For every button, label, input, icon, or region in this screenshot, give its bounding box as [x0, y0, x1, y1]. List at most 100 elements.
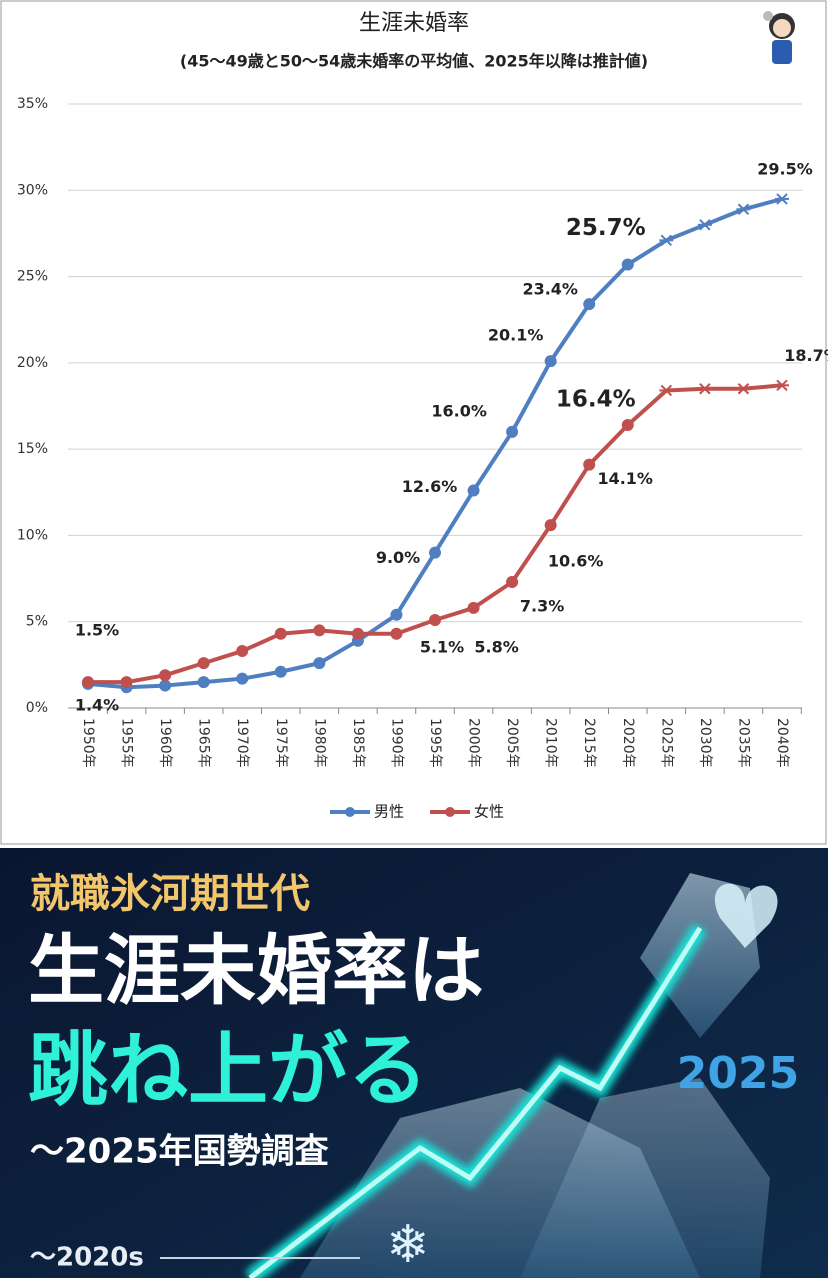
marker-stroke	[776, 193, 788, 205]
banner-era: ～2020s	[30, 1243, 144, 1273]
marker	[159, 679, 172, 692]
legend-marker	[445, 807, 455, 817]
y-tick-label: 25%	[17, 269, 48, 285]
data-label: 10.6%	[548, 552, 604, 571]
marker	[390, 627, 403, 640]
banner-headline: 生涯未婚率は	[28, 926, 484, 1015]
data-label: 18.7%	[784, 346, 828, 365]
marker	[120, 676, 133, 689]
x-tick-label: 1990年	[388, 718, 404, 768]
marker	[82, 676, 94, 689]
x-tick-label: 1970年	[234, 718, 250, 768]
x-tick-label: 2030年	[697, 718, 713, 768]
marker	[736, 203, 751, 215]
marker-stroke	[737, 203, 750, 215]
marker	[351, 627, 364, 640]
x-tick-label: 1995年	[427, 718, 443, 768]
y-tick-label: 30%	[17, 182, 48, 198]
marker	[506, 425, 519, 438]
marker	[775, 193, 789, 205]
y-tick-label: 35%	[17, 96, 48, 112]
banner-kicker: 就職氷河期世代	[30, 871, 310, 917]
marker	[621, 418, 634, 431]
marker-stroke	[699, 383, 711, 395]
marker	[506, 576, 519, 589]
marker	[197, 676, 210, 689]
banner: 就職氷河期世代 生涯未婚率は 跳ね上がる ～2025年国勢調査 2025 ～20…	[0, 848, 828, 1278]
x-tick-label: 1960年	[157, 718, 173, 768]
data-label: 1.4%	[75, 695, 119, 714]
marker-stroke	[660, 234, 673, 247]
marker	[390, 608, 403, 621]
data-label: 5.8%	[474, 637, 518, 656]
chart-subtitle: (45～49歳と50～54歳未婚率の平均値、2025年以降は推計値)	[180, 52, 648, 71]
x-tick-label: 1975年	[273, 718, 289, 768]
data-label: 9.0%	[376, 548, 420, 567]
data-label: 12.6%	[402, 477, 458, 496]
legend-label: 女性	[474, 803, 504, 821]
marker	[236, 645, 249, 658]
marker	[583, 298, 596, 311]
marker	[659, 234, 674, 247]
y-tick-label: 0%	[26, 700, 48, 716]
marker	[429, 546, 441, 559]
data-label: 20.1%	[488, 326, 544, 345]
marker	[274, 665, 287, 678]
marker	[775, 379, 789, 391]
mascot	[763, 11, 795, 64]
snowflake: ❄	[386, 1215, 430, 1275]
marker	[313, 657, 326, 670]
banner-sub: ～2025年国勢調査	[30, 1132, 329, 1172]
x-tick-label: 2020年	[620, 718, 636, 768]
data-label: 16.4%	[556, 386, 636, 412]
marker	[236, 672, 249, 685]
x-tick-label: 1985年	[350, 718, 366, 768]
y-tick-label: 15%	[17, 441, 48, 457]
data-label: 5.1%	[420, 637, 464, 656]
x-tick-label: 1955年	[119, 718, 135, 768]
marker	[544, 355, 557, 368]
marker-stroke	[737, 383, 750, 395]
marker	[583, 458, 596, 471]
marker	[621, 258, 634, 271]
x-tick-label: 2040年	[774, 718, 790, 768]
chart-title: 生涯未婚率	[359, 11, 469, 36]
data-label: 23.4%	[522, 280, 578, 299]
rising-arrow	[245, 883, 778, 1278]
marker	[697, 383, 712, 395]
marker	[429, 613, 441, 626]
chart: 生涯未婚率 (45～49歳と50～54歳未婚率の平均値、2025年以降は推計値)…	[0, 0, 828, 845]
x-tick-label: 2010年	[543, 718, 559, 768]
marker	[197, 657, 210, 670]
x-tick-label: 2015年	[581, 718, 597, 768]
data-label: 1.5%	[75, 621, 119, 640]
marker	[313, 624, 326, 637]
x-tick-label: 1950年	[80, 718, 96, 768]
marker-stroke	[660, 384, 673, 397]
chart-frame	[0, 0, 827, 845]
y-tick-label: 20%	[17, 355, 48, 371]
x-tick-label: 2000年	[466, 718, 482, 768]
banner-year: 2025	[677, 1048, 799, 1099]
marker	[544, 519, 557, 532]
marker-stroke	[776, 379, 788, 391]
marker	[736, 383, 751, 395]
marker	[467, 484, 480, 497]
ice-blocks	[300, 873, 770, 1278]
y-tick-label: 10%	[17, 527, 48, 543]
y-tick-label: 5%	[26, 614, 48, 630]
marker	[659, 384, 674, 397]
banner-headline: 跳ね上がる	[28, 1024, 428, 1117]
x-tick-label: 1980年	[311, 718, 327, 768]
data-label: 25.7%	[566, 215, 646, 241]
legend-label: 男性	[374, 803, 404, 821]
marker	[159, 669, 172, 682]
marker	[697, 219, 712, 231]
data-label: 7.3%	[520, 597, 564, 616]
x-tick-label: 2035年	[735, 718, 751, 768]
data-label: 14.1%	[597, 469, 653, 488]
data-label: 16.0%	[431, 401, 487, 420]
marker	[467, 601, 480, 614]
legend-marker	[345, 807, 355, 817]
